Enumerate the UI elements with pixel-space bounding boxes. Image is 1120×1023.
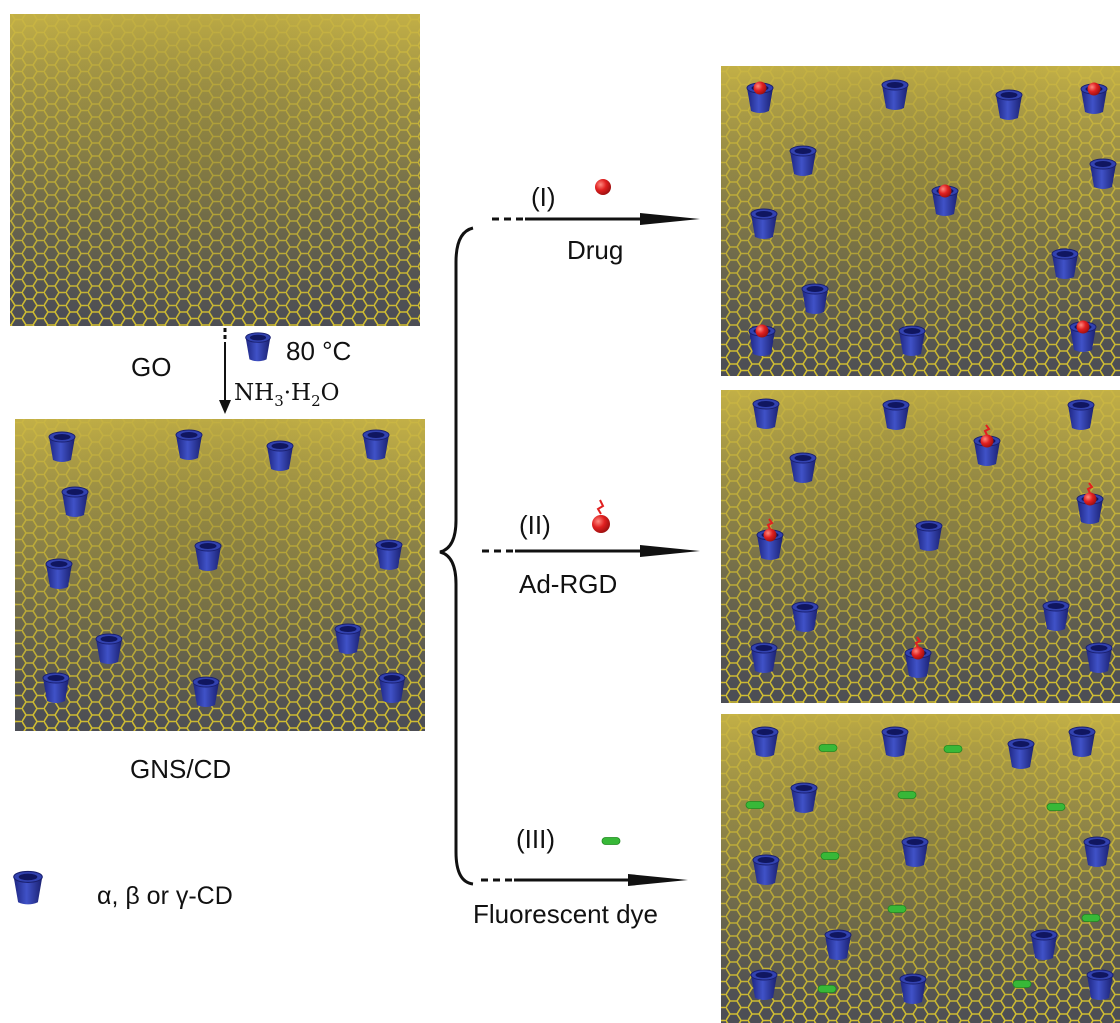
step-1-roman: (I) (531, 182, 556, 212)
step-arrow-1 (492, 213, 700, 225)
step-3-name: Fluorescent dye (473, 899, 658, 929)
cyclodextrin-legend-icon (13, 870, 43, 905)
drug-guest-icon (595, 179, 611, 195)
step-2-roman: (II) (519, 510, 551, 540)
legend-label: α, β or γ-CD (97, 882, 233, 910)
reagent-label: NH3·H2O (234, 380, 340, 410)
gns-cd-sheet-panel (15, 419, 425, 731)
branch-brace (439, 226, 474, 886)
gns-cd-label: GNS/CD (130, 754, 231, 784)
ad-rgd-guest-icon (592, 499, 610, 533)
go-sheet-panel (10, 14, 420, 326)
step-1-name: Drug (567, 235, 623, 265)
drug-loaded-sheet-panel (721, 66, 1120, 376)
temperature-label: 80 °C (286, 336, 351, 366)
rgd-loaded-sheet-panel (721, 390, 1120, 703)
cyclodextrin-reagent-icon (245, 332, 271, 362)
step-arrow-3 (481, 874, 688, 886)
go-label: GO (131, 352, 171, 382)
dye-guest-icon (601, 837, 621, 845)
step-3-roman: (III) (516, 824, 555, 854)
step-2-name: Ad-RGD (519, 569, 617, 599)
dye-loaded-sheet-panel (721, 714, 1120, 1023)
step-arrow-2 (482, 545, 700, 557)
synthesis-arrow (219, 328, 231, 414)
